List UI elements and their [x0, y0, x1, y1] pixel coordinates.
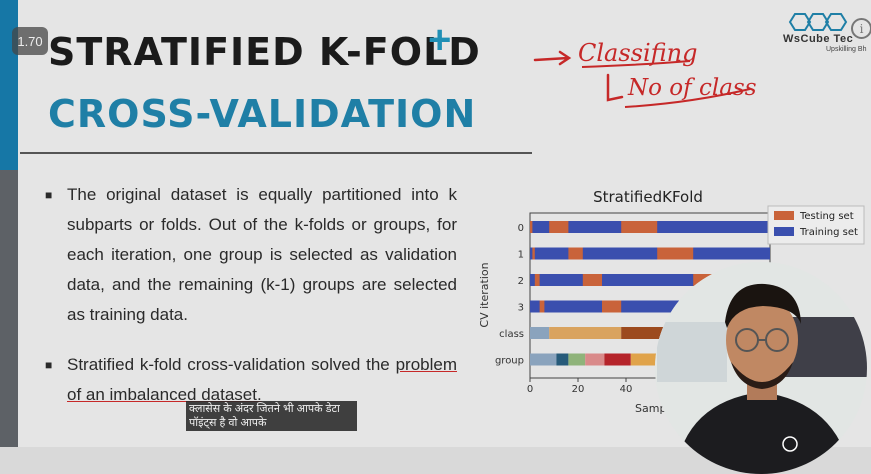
handwritten-annotation: Classifing No of class	[533, 39, 757, 108]
chart-bar-group	[604, 353, 631, 366]
slide-title-line2: CROSS-VALIDATION	[48, 92, 477, 136]
bullet-dot-icon: ■	[45, 188, 53, 202]
chart-bar-testing	[621, 221, 658, 233]
left-accent-bar	[0, 0, 18, 170]
bullet-item: ■ The original dataset is equally partit…	[45, 180, 457, 330]
chart-x-tick-label: 40	[620, 384, 633, 395]
chart-legend-swatch	[774, 211, 794, 220]
chart-bar-group	[530, 353, 557, 366]
chart-bar-group	[568, 353, 586, 366]
chart-legend-label: Testing set	[799, 211, 854, 222]
chart-x-tick-label: 20	[572, 384, 585, 395]
chart-bar-testing	[539, 300, 545, 313]
chart-bar-class	[549, 327, 622, 339]
bullet-list: ■ The original dataset is equally partit…	[45, 180, 457, 410]
chart-bar-group	[630, 353, 658, 366]
bullet-item: ■ Stratified k-fold cross-validation sol…	[45, 350, 457, 410]
presenter-video	[655, 262, 867, 474]
chart-title: StratifiedKFold	[593, 188, 703, 206]
wscube-logo-icon	[788, 13, 848, 31]
playback-speed-badge[interactable]: 1.70	[12, 27, 48, 55]
chart-bar-class	[530, 327, 550, 339]
logo-name: WsCube Tec	[783, 33, 854, 45]
chart-row-tick-label: 0	[518, 223, 524, 234]
chart-bar-testing	[657, 247, 694, 260]
subtitle-line1: क्लासेस के अंदर जितने भी आपके डेटा	[189, 403, 340, 415]
chart-bar-training	[530, 247, 770, 260]
chart-row-tick-label: group	[495, 356, 524, 367]
logo-tagline: Upskilling Bh	[826, 46, 867, 53]
chart-bar-testing	[582, 274, 602, 286]
chart-ylabel: CV iteration	[478, 262, 491, 327]
chart-x-tick-label: 0	[527, 384, 533, 395]
chart-row-tick-label: class	[499, 329, 524, 340]
chart-bar-testing	[549, 221, 569, 233]
chart-legend-swatch	[774, 227, 794, 236]
video-subtitle: क्लासेस के अंदर जितने भी आपके डेटा पॉइंट…	[186, 401, 357, 431]
chart-bar-group	[556, 353, 569, 366]
chart-bar-testing	[534, 274, 540, 286]
chart-bar-testing	[530, 221, 533, 233]
chart-bar-testing	[568, 247, 583, 260]
chart-bar-testing	[602, 300, 622, 313]
subtitle-line2: पॉइंट्स है वो आपके	[189, 417, 267, 429]
plus-icon: +	[428, 18, 452, 62]
chart-bar-group	[585, 353, 605, 366]
chart-row-tick-label: 1	[518, 250, 524, 261]
chart-legend-label: Training set	[799, 227, 858, 238]
bullet-text: The original dataset is equally partitio…	[67, 185, 457, 324]
handwriting-line2: No of class	[627, 75, 757, 101]
slide-title-line1: STRATIFIED K-FOLD	[48, 30, 481, 74]
bullet-dot-icon: ■	[45, 358, 53, 372]
chart-row-tick-label: 3	[518, 303, 524, 314]
info-icon[interactable]: i	[851, 18, 871, 39]
chart-bar-testing	[532, 247, 535, 260]
title-divider	[20, 152, 532, 154]
underlined-phrase: problem of an imbalanced dataset.	[67, 355, 457, 404]
bullet-text: Stratified k-fold cross-validation solve…	[67, 355, 457, 404]
chart-row-tick-label: 2	[518, 276, 524, 287]
